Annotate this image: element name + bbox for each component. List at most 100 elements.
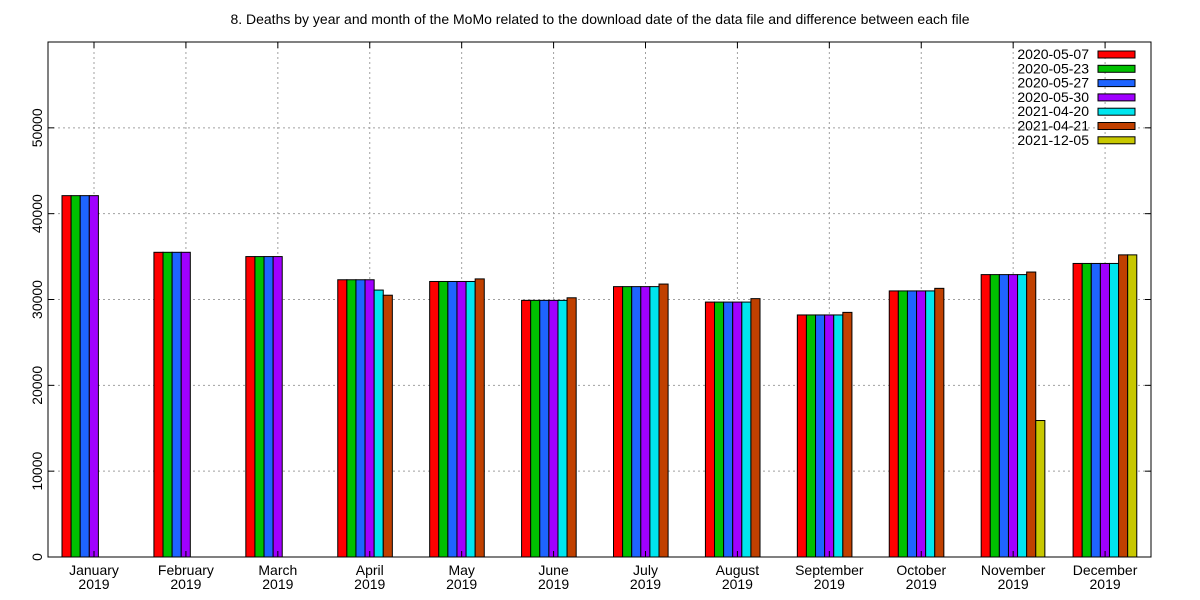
bar [815, 314, 826, 558]
bar [171, 251, 182, 558]
bar [70, 195, 81, 558]
bar [714, 301, 725, 558]
bar [1090, 262, 1101, 558]
bar [1127, 254, 1138, 558]
bar [337, 279, 348, 558]
bar [934, 287, 945, 558]
legend-label: 2021-04-21 [1017, 118, 1089, 134]
x-tick-label-year: 2019 [906, 576, 937, 592]
legend-swatch [1097, 136, 1136, 145]
x-tick-label-month: October [896, 562, 946, 578]
bar [254, 256, 265, 558]
bar [548, 299, 559, 558]
y-tick-label: 50000 [29, 108, 45, 147]
bar [796, 314, 807, 558]
bar [704, 301, 716, 558]
bar [557, 299, 568, 558]
bar [998, 274, 1009, 558]
bar [530, 299, 541, 558]
bar [842, 311, 853, 558]
x-tick-label-month: March [258, 562, 297, 578]
bar [447, 280, 458, 558]
bar [980, 274, 991, 558]
bar [1017, 274, 1028, 558]
bar [1072, 262, 1083, 558]
y-tick-label: 40000 [29, 194, 45, 233]
y-tick-label: 10000 [29, 451, 45, 490]
bar [355, 279, 366, 558]
x-tick-label-month: August [716, 562, 760, 578]
bar [750, 298, 761, 558]
plot-frame [47, 41, 1152, 558]
bar [566, 297, 577, 558]
bar [88, 195, 99, 558]
bars [61, 195, 1138, 558]
bar [916, 290, 927, 558]
bar [1035, 420, 1046, 558]
x-tick-label-year: 2019 [78, 576, 109, 592]
bar [1108, 262, 1120, 558]
bar [373, 289, 384, 558]
bar [906, 290, 918, 558]
bar [429, 280, 440, 558]
legend-label: 2020-05-30 [1017, 89, 1089, 105]
bar [658, 283, 669, 558]
bar [153, 251, 164, 558]
legend-label: 2021-04-20 [1017, 103, 1089, 119]
legend-swatch [1097, 122, 1136, 130]
axes: 01000020000300004000050000January2019Feb… [29, 42, 1151, 592]
bar [1026, 271, 1037, 558]
bar [364, 279, 375, 558]
x-tick-label-year: 2019 [170, 576, 201, 592]
bar [897, 290, 908, 558]
x-tick-label-month: November [981, 562, 1046, 578]
bar [925, 290, 936, 558]
bar [989, 274, 1000, 558]
bar [732, 301, 743, 558]
x-tick-label-year: 2019 [814, 576, 845, 592]
x-tick-label-month: September [795, 562, 864, 578]
bar [1007, 274, 1019, 558]
bar [456, 280, 467, 558]
bar [382, 294, 393, 558]
legend-swatch [1097, 107, 1136, 116]
x-tick-label-year: 2019 [998, 576, 1029, 592]
bar [741, 301, 752, 558]
bar [1118, 254, 1129, 558]
bar [631, 286, 642, 558]
bar [1081, 262, 1092, 558]
bar [622, 286, 633, 558]
y-tick-label: 20000 [29, 366, 45, 405]
x-tick-label-year: 2019 [262, 576, 293, 592]
bar [1099, 262, 1110, 558]
x-tick-label-month: May [448, 562, 474, 578]
x-tick-label-year: 2019 [722, 576, 753, 592]
bar [162, 251, 173, 558]
bar [613, 286, 624, 558]
y-tick-label: 0 [29, 553, 45, 561]
bar [649, 286, 660, 558]
bar [539, 299, 550, 558]
bar [465, 280, 476, 558]
bar [272, 256, 283, 558]
bar [346, 279, 357, 558]
bar [245, 256, 256, 558]
bar [438, 280, 449, 558]
bar [521, 299, 532, 558]
x-tick-label-year: 2019 [446, 576, 477, 592]
x-tick-label-month: February [158, 562, 214, 578]
x-tick-label-month: July [633, 562, 658, 578]
legend-swatch [1097, 93, 1136, 102]
legend-swatch [1097, 64, 1136, 73]
legend-label: 2020-05-27 [1017, 75, 1089, 91]
bar [888, 290, 899, 558]
bar [474, 278, 485, 558]
legend-swatch [1097, 79, 1136, 88]
x-tick-label-year: 2019 [630, 576, 661, 592]
legend-label: 2021-12-05 [1017, 132, 1089, 148]
bar [723, 301, 734, 558]
y-tick-label: 30000 [29, 280, 45, 319]
bar [824, 314, 835, 558]
x-tick-label-month: January [69, 562, 119, 578]
